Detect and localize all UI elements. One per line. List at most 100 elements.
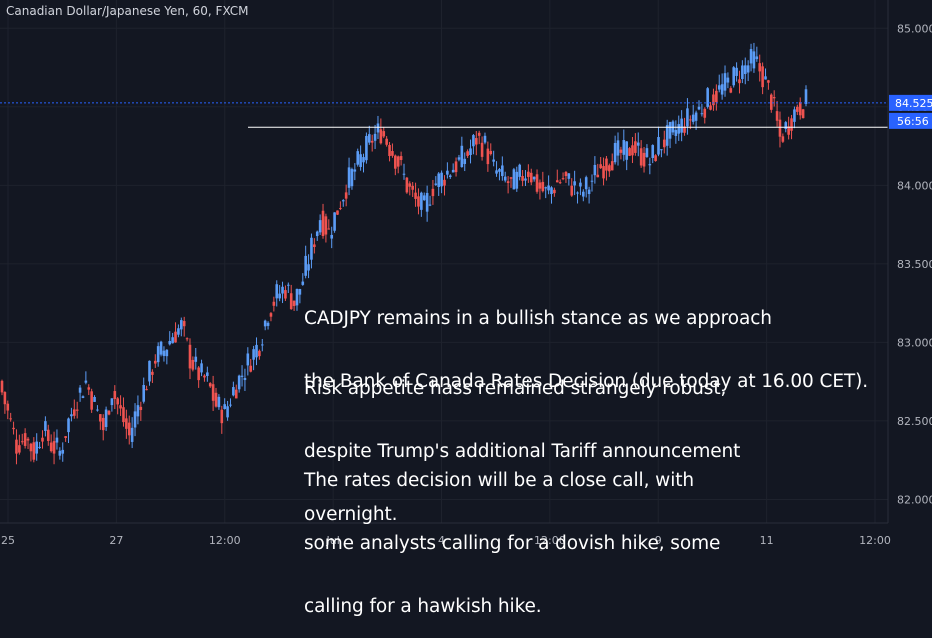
candle-body [52, 441, 56, 454]
candle-body [385, 138, 388, 145]
candle-body [555, 180, 559, 183]
current-price-label: 84.525 [895, 97, 932, 110]
candle-body [70, 414, 73, 417]
candle-body [801, 109, 805, 119]
candle-body [749, 49, 753, 64]
candle-body [625, 141, 628, 160]
candle-body [634, 141, 637, 153]
candle-body [119, 405, 122, 409]
candle-body [333, 212, 336, 231]
candle-body [460, 145, 464, 168]
candle-body [330, 234, 333, 239]
candle-body [541, 181, 545, 192]
candle-body [162, 350, 166, 356]
candle-body [153, 360, 157, 364]
candle-body [46, 429, 50, 441]
candle-body [93, 396, 96, 402]
candle-body [96, 409, 99, 411]
candle-body [237, 375, 241, 390]
price-axis [888, 0, 932, 550]
candle-body [23, 433, 27, 446]
candle-body [422, 195, 426, 201]
y-tick-label: 82.500 [897, 415, 932, 428]
candle-body [272, 301, 276, 306]
candle-body [599, 164, 602, 169]
candle-body [434, 183, 438, 185]
candle-body [466, 151, 469, 156]
candle-body [515, 171, 519, 189]
candle-body [408, 183, 412, 187]
candle-body [41, 437, 44, 442]
candle-body [139, 406, 143, 411]
candle-body [680, 118, 683, 133]
candle-body [411, 185, 414, 190]
price-chart[interactable]: 85.00084.50084.00083.50083.00082.50082.0… [0, 0, 932, 550]
candle-body [420, 192, 423, 210]
candle-body [503, 176, 507, 181]
candle-body [443, 179, 446, 186]
candle-body [622, 140, 626, 155]
candle-body [645, 148, 649, 157]
candle-body [191, 359, 195, 370]
candle-body [761, 66, 764, 88]
candle-body [573, 181, 576, 186]
chart-area[interactable]: 85.00084.50084.00083.50083.00082.50082.0… [0, 0, 932, 550]
candle-body [234, 389, 238, 399]
candle-body [301, 281, 305, 285]
candle-body [278, 293, 281, 299]
candle-body [457, 157, 461, 160]
candle-body [243, 377, 247, 381]
candle-body [353, 169, 357, 172]
current-price-badge [889, 94, 932, 111]
countdown-label: 56:56 [897, 115, 929, 128]
candle-body [315, 231, 319, 237]
candle-body [437, 173, 441, 187]
candle-body [29, 443, 33, 452]
candle-body [151, 371, 154, 375]
candle-body [214, 392, 218, 407]
candle-body [26, 438, 30, 441]
candle-body [292, 300, 296, 307]
candle-body [790, 118, 793, 131]
candle-body [78, 387, 82, 393]
candle-body [610, 161, 614, 171]
candle-body [249, 365, 253, 372]
candle-body [529, 172, 533, 183]
candle-body [446, 170, 449, 175]
candle-body [327, 228, 331, 230]
candle-body [576, 192, 579, 194]
candle-body [746, 65, 750, 73]
candle-body [584, 177, 588, 190]
candle-body [194, 356, 198, 362]
candle-body [0, 380, 4, 393]
candle-body [703, 108, 707, 118]
candle-body [691, 114, 695, 122]
candle-body [726, 77, 730, 83]
candle-body [735, 67, 738, 76]
candle-body [232, 387, 235, 396]
candle-body [689, 119, 692, 121]
candle-body [130, 427, 134, 442]
candle-body [75, 409, 79, 411]
candle-body [3, 392, 7, 405]
candle-body [616, 140, 620, 156]
candle-body [483, 135, 487, 143]
candle-body [197, 367, 200, 381]
candle-body [58, 450, 62, 456]
candle-body [110, 398, 114, 406]
candle-body [767, 80, 770, 83]
candle-body [165, 349, 169, 357]
candle-body [356, 151, 360, 165]
candle-body [642, 152, 646, 167]
candle-body [90, 391, 93, 410]
candle-body [532, 176, 536, 180]
candle-body [741, 65, 744, 80]
candle-body [223, 404, 226, 410]
candle-body [538, 182, 542, 189]
candle-body [379, 129, 383, 144]
candle-body [579, 182, 582, 187]
candle-body [564, 171, 568, 177]
candle-body [81, 396, 85, 398]
candle-body [784, 122, 788, 129]
candle-body [370, 140, 374, 143]
